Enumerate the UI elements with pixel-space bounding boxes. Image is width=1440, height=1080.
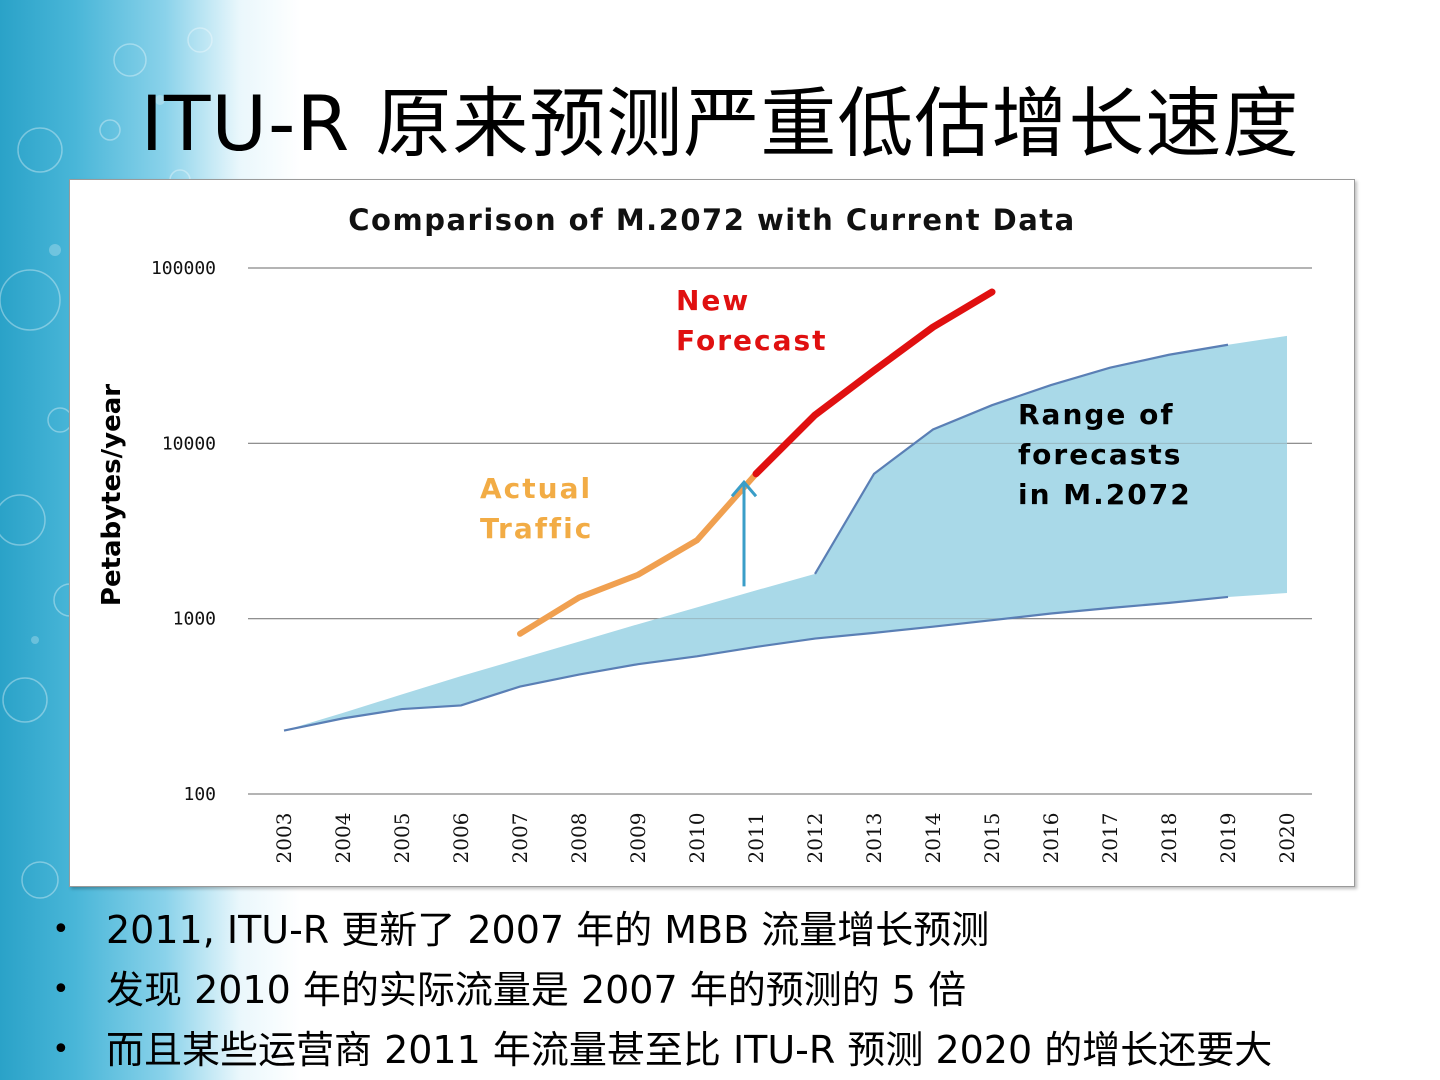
x-tick-labels: 2003 2004 2005 2006 2007 2008 2009 2010 2011 2012… [272, 813, 1299, 864]
series-lines [517, 288, 996, 637]
slide-title: ITU-R 原来预测严重低估增长速度 [140, 79, 1300, 168]
bullet-item: • 发现 2010 年的实际流量是 2007 年的预测的 5 倍 [52, 960, 1432, 1020]
bullet-dot: • [52, 972, 70, 1007]
chart-frame: Comparison of M.2072 with Current Data P… [69, 179, 1355, 887]
range-label-line: forecasts [1018, 438, 1182, 471]
y-tick-label: 10000 [162, 433, 216, 454]
bullet-item: • 2011, ITU-R 更新了 2007 年的 MBB 流量增长预测 [52, 900, 1432, 960]
y-tick-labels: 100 1000 10000 100000 [151, 258, 216, 805]
range-lower-edge [283, 595, 1229, 732]
bullet-item: • 而且某些运营商 2011 年流量甚至比 ITU-R 预测 2020 的增长还要… [52, 1020, 1432, 1080]
increase-arrow [730, 479, 758, 587]
x-tick-label: 2004 [331, 813, 355, 864]
x-tick-label: 2015 [980, 813, 1004, 864]
annotations: New Forecast Actual Traffic Range of forecast… [480, 284, 1192, 545]
new-forecast-label-line: New [676, 284, 750, 317]
x-tick-label: 2012 [803, 813, 827, 864]
range-area [284, 335, 1287, 731]
x-tick-label: 2014 [921, 813, 945, 864]
x-tick-label: 2005 [390, 813, 414, 864]
actual-traffic-label-line: Traffic [480, 512, 593, 545]
new-forecast-line [752, 288, 996, 478]
x-tick-label: 2018 [1157, 813, 1181, 864]
range-label: Range of forecasts in M.2072 [1018, 398, 1192, 511]
arrow-head [730, 479, 758, 498]
x-tick-label: 2003 [272, 813, 296, 864]
bullet-list: • 2011, ITU-R 更新了 2007 年的 MBB 流量增长预测 • 发现 … [52, 900, 1432, 1080]
range-label-line: Range of [1018, 398, 1175, 431]
y-tick-label: 1000 [173, 609, 216, 630]
chart-title: Comparison of M.2072 with Current Data [348, 203, 1075, 237]
x-tick-label: 2013 [862, 813, 886, 864]
actual-traffic-label: Actual Traffic [480, 472, 593, 545]
x-tick-label: 2019 [1216, 813, 1240, 864]
new-forecast-label: New Forecast [676, 284, 828, 357]
y-axis-label: Petabytes/year [97, 384, 127, 606]
x-tick-label: 2017 [1098, 813, 1122, 864]
x-tick-label: 2009 [626, 813, 650, 864]
x-tick-label: 2008 [567, 813, 591, 864]
range-upper-edge [814, 343, 1229, 575]
x-tick-label: 2007 [508, 813, 532, 864]
x-tick-label: 2016 [1039, 813, 1063, 864]
actual-traffic-line [517, 470, 759, 637]
bullet-text: 而且某些运营商 2011 年流量甚至比 ITU-R 预测 2020 的增长还要大 [106, 1028, 1273, 1072]
new-forecast-label-line: Forecast [676, 324, 828, 357]
bullet-text: 2011, ITU-R 更新了 2007 年的 MBB 流量增长预测 [106, 908, 990, 952]
x-tick-label: 2011 [744, 813, 768, 864]
range-label-line: in M.2072 [1018, 478, 1192, 511]
x-tick-label: 2020 [1275, 813, 1299, 864]
x-tick-label: 2010 [685, 813, 709, 864]
bullet-dot: • [52, 1032, 70, 1067]
actual-traffic-label-line: Actual [480, 472, 592, 505]
x-tick-label: 2006 [449, 813, 473, 864]
forecast-range [248, 267, 1312, 795]
y-tick-label: 100 [183, 784, 216, 805]
bullet-text: 发现 2010 年的实际流量是 2007 年的预测的 5 倍 [106, 968, 967, 1012]
y-tick-label: 100000 [151, 258, 216, 279]
chart-svg: Comparison of M.2072 with Current Data P… [97, 203, 1312, 864]
bullet-dot: • [52, 912, 70, 947]
